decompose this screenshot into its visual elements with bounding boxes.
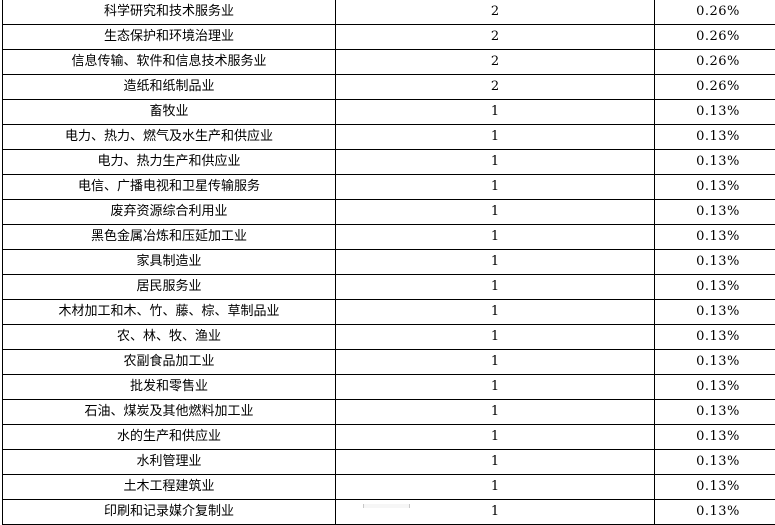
cell-percent: 0.26% (655, 25, 775, 50)
cell-percent: 0.13% (655, 500, 775, 525)
cell-percent: 0.26% (655, 75, 775, 100)
cell-percent: 0.13% (655, 125, 775, 150)
cell-percent: 0.13% (655, 425, 775, 450)
cell-count: 1 (336, 300, 655, 325)
cell-count: 1 (336, 150, 655, 175)
cell-industry: 居民服务业 (3, 275, 336, 300)
cell-percent: 0.13% (655, 100, 775, 125)
cell-count: 1 (336, 375, 655, 400)
cell-percent: 0.13% (655, 450, 775, 475)
cell-industry: 信息传输、软件和信息技术服务业 (3, 50, 336, 75)
cell-count: 2 (336, 0, 655, 25)
cell-count: 1 (336, 450, 655, 475)
cell-industry: 农、林、牧、渔业 (3, 325, 336, 350)
cell-count: 1 (336, 275, 655, 300)
cell-percent: 0.13% (655, 300, 775, 325)
cell-industry: 家具制造业 (3, 250, 336, 275)
cell-industry: 农副食品加工业 (3, 350, 336, 375)
cell-industry: 水的生产和供应业 (3, 425, 336, 450)
cell-industry: 畜牧业 (3, 100, 336, 125)
cell-count: 2 (336, 75, 655, 100)
cell-count: 1 (336, 400, 655, 425)
cell-count: 1 (336, 425, 655, 450)
cell-percent: 0.13% (655, 475, 775, 500)
cell-count: 1 (336, 350, 655, 375)
cell-industry: 电力、热力生产和供应业 (3, 150, 336, 175)
cell-industry: 造纸和纸制品业 (3, 75, 336, 100)
cell-percent: 0.13% (655, 150, 775, 175)
cell-industry: 木材加工和木、竹、藤、棕、草制品业 (3, 300, 336, 325)
cell-industry: 科学研究和技术服务业 (3, 0, 336, 25)
cell-industry: 黑色金属冶炼和压延加工业 (3, 225, 336, 250)
cell-percent: 0.26% (655, 50, 775, 75)
cell-percent: 0.13% (655, 250, 775, 275)
partial-next-row-fragment (363, 504, 410, 508)
cell-percent: 0.13% (655, 275, 775, 300)
cell-industry: 电信、广播电视和卫星传输服务 (3, 175, 336, 200)
cell-industry: 印刷和记录媒介复制业 (3, 500, 336, 525)
cell-percent: 0.13% (655, 375, 775, 400)
cell-percent: 0.13% (655, 325, 775, 350)
cell-count: 2 (336, 50, 655, 75)
cell-count: 1 (336, 200, 655, 225)
cell-industry: 水利管理业 (3, 450, 336, 475)
cell-count: 1 (336, 225, 655, 250)
cell-percent: 0.13% (655, 175, 775, 200)
cell-percent: 0.13% (655, 225, 775, 250)
cell-industry: 批发和零售业 (3, 375, 336, 400)
cell-count: 1 (336, 175, 655, 200)
cell-count: 2 (336, 25, 655, 50)
cell-industry: 废弃资源综合利用业 (3, 200, 336, 225)
cell-industry: 电力、热力、燃气及水生产和供应业 (3, 125, 336, 150)
cell-percent: 0.26% (655, 0, 775, 25)
cell-count: 1 (336, 250, 655, 275)
cell-percent: 0.13% (655, 200, 775, 225)
cell-industry: 生态保护和环境治理业 (3, 25, 336, 50)
cell-percent: 0.13% (655, 350, 775, 375)
cell-count: 1 (336, 125, 655, 150)
cell-count: 1 (336, 475, 655, 500)
cell-count: 1 (336, 100, 655, 125)
cell-industry: 石油、煤炭及其他燃料加工业 (3, 400, 336, 425)
cell-count: 1 (336, 325, 655, 350)
cell-industry: 土木工程建筑业 (3, 475, 336, 500)
cell-percent: 0.13% (655, 400, 775, 425)
